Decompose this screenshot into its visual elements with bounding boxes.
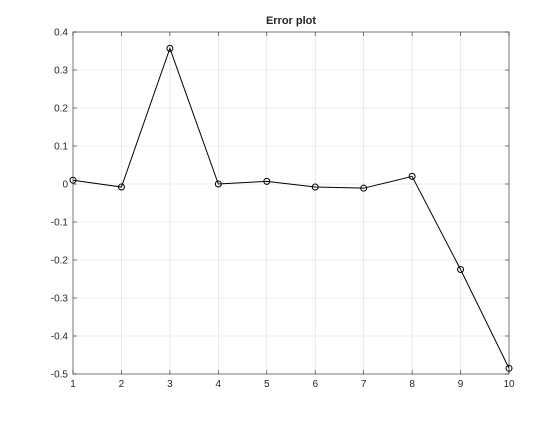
y-tick-label: 0.2 xyxy=(54,104,68,115)
axes-box xyxy=(72,31,510,375)
x-tick-label: 7 xyxy=(361,379,367,390)
y-tick-label: 0.3 xyxy=(54,66,68,77)
data-point-marker xyxy=(505,364,513,372)
y-tick-label: -0.5 xyxy=(51,370,69,381)
x-tick-label: 9 xyxy=(458,379,464,390)
y-tick-label: 0 xyxy=(62,180,68,191)
plot-area-background xyxy=(73,32,509,374)
x-tick-label: 1 xyxy=(70,379,76,390)
axis-ticks xyxy=(72,31,510,375)
data-point-marker xyxy=(214,180,222,188)
y-tick-label: 0.1 xyxy=(54,142,68,153)
y-tick-label: 0.4 xyxy=(54,28,68,39)
data-point-marker xyxy=(69,176,77,184)
y-tick-labels: -0.5 -0.4 -0.3 -0.2 -0.1 0 0.1 0.2 0.3 0.4 xyxy=(51,28,69,381)
data-point-marker xyxy=(408,172,416,180)
y-tick-label: -0.3 xyxy=(51,294,69,305)
x-tick-label: 8 xyxy=(409,379,415,390)
data-point-marker xyxy=(360,184,368,192)
data-point-marker xyxy=(263,177,271,185)
x-tick-label: 10 xyxy=(503,379,515,390)
y-tick-label: -0.2 xyxy=(51,256,69,267)
y-tick-label: -0.1 xyxy=(51,218,69,229)
x-tick-label: 4 xyxy=(216,379,222,390)
chart-title: Error plot xyxy=(266,15,316,27)
x-tick-label: 2 xyxy=(119,379,125,390)
x-tick-label: 3 xyxy=(167,379,173,390)
y-tick-label: -0.4 xyxy=(51,332,69,343)
series-group xyxy=(69,44,513,372)
data-point-marker xyxy=(311,183,319,191)
series-line xyxy=(72,46,510,369)
x-tick-label: 6 xyxy=(312,379,318,390)
x-tick-label: 5 xyxy=(264,379,270,390)
data-point-marker xyxy=(457,266,465,273)
data-point-marker xyxy=(166,44,174,52)
x-tick-labels: 1 2 3 4 5 6 7 8 9 10 xyxy=(70,379,515,390)
data-point-marker xyxy=(117,183,125,191)
